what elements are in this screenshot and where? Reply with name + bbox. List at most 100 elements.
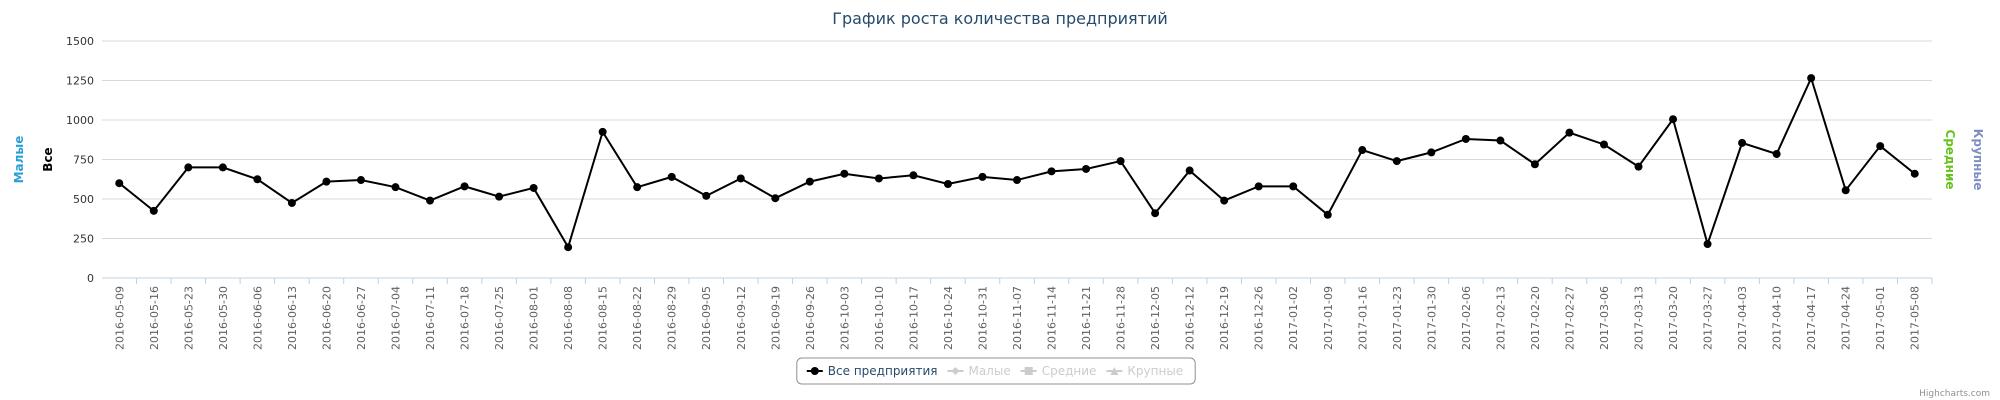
axis-title: Средние [1943, 129, 1957, 189]
x-tick-label: 2016-12-12 [1184, 286, 1197, 350]
point [426, 196, 435, 205]
x-tick-label: 2016-09-05 [700, 286, 713, 350]
series-line [118, 75, 1916, 250]
x-tick-label: 2017-03-06 [1598, 286, 1611, 350]
y-tick-label: 250 [73, 233, 94, 246]
x-tick-label: 2017-05-01 [1874, 286, 1887, 350]
axis-title: Все [41, 147, 55, 171]
point [1772, 149, 1781, 158]
x-tick-label: 2016-10-24 [942, 286, 955, 350]
point [633, 183, 642, 192]
x-tick-label: 2016-05-09 [113, 286, 126, 350]
point [978, 172, 987, 181]
credits[interactable]: Highcharts.com [1919, 389, 1990, 399]
x-tick-label: 2016-09-19 [769, 286, 782, 350]
point [1841, 186, 1850, 195]
x-tick-label: 2016-09-26 [804, 286, 817, 350]
legend-label: Крупные [1127, 364, 1183, 378]
point [149, 206, 158, 215]
x-tick-label: 2016-11-14 [1046, 286, 1059, 350]
legend-item[interactable]: Средние [1020, 364, 1097, 378]
point [115, 179, 124, 188]
x-tick-label: 2017-05-08 [1909, 286, 1922, 350]
point [771, 194, 780, 203]
point [1599, 140, 1608, 149]
point [1358, 146, 1367, 155]
point [1634, 162, 1643, 171]
x-tick-label: 2017-01-23 [1391, 286, 1404, 350]
x-tick-label: 2017-04-17 [1805, 286, 1818, 350]
point [1254, 182, 1263, 191]
point [874, 174, 883, 183]
legend-marker [1110, 367, 1119, 375]
x-tick-label: 2016-10-10 [873, 286, 886, 350]
x-tick-label: 2017-03-13 [1633, 286, 1646, 350]
point [805, 177, 814, 186]
x-tick-label: 2016-08-15 [597, 286, 610, 350]
point [218, 163, 227, 172]
x-tick-label: 2017-02-06 [1460, 286, 1473, 350]
x-tick-label: 2016-11-07 [1011, 286, 1024, 350]
x-tick-label: 2016-12-26 [1253, 286, 1266, 350]
x-tick-label: 2016-08-22 [631, 286, 644, 350]
x-tick-label: 2016-11-21 [1080, 286, 1093, 350]
x-tick-label: 2016-06-06 [251, 286, 264, 350]
point [909, 171, 918, 180]
x-tick-label: 2016-10-17 [907, 286, 920, 350]
point [1530, 160, 1539, 169]
point [1185, 166, 1194, 175]
legend-label: Средние [1042, 364, 1097, 378]
y-tick-label: 0 [87, 272, 94, 285]
point [1703, 240, 1712, 249]
point [598, 127, 607, 136]
y-tick-label: 1500 [66, 35, 94, 48]
x-tick-label: 2017-04-03 [1736, 286, 1749, 350]
x-tick-label: 2017-02-13 [1494, 286, 1507, 350]
chart-title: График роста количества предприятий [832, 9, 1168, 28]
point [1565, 128, 1574, 137]
point [1151, 209, 1160, 218]
x-tick-label: 2016-07-18 [459, 286, 472, 350]
point [1116, 157, 1125, 166]
point [1807, 74, 1816, 83]
legend-label: Малые [968, 364, 1010, 378]
y-tick-label: 500 [73, 193, 94, 206]
point [702, 191, 711, 200]
point [253, 175, 262, 184]
point [1220, 196, 1229, 205]
x-tick-label: 2017-03-20 [1667, 286, 1680, 350]
point [1013, 176, 1021, 185]
x-tick-label: 2016-08-08 [562, 286, 575, 350]
point [356, 176, 365, 185]
legend-item[interactable]: Крупные [1106, 364, 1183, 378]
point [1738, 138, 1747, 147]
axis-title: Крупные [1971, 129, 1985, 191]
legend-box [796, 357, 1196, 385]
y-tick-label: 1250 [66, 75, 94, 88]
point [840, 169, 849, 178]
legend-item[interactable]: Все предприятия [806, 364, 938, 378]
point [287, 198, 296, 207]
point [1427, 148, 1436, 157]
point [322, 177, 331, 186]
point [529, 183, 538, 192]
x-tick-label: 2016-11-28 [1115, 286, 1128, 350]
point [1910, 169, 1919, 178]
y-tick-label: 750 [73, 154, 94, 167]
x-tick-label: 2016-09-12 [735, 286, 748, 350]
legend-item[interactable]: Малые [947, 364, 1011, 378]
point [391, 183, 400, 192]
point [667, 172, 676, 181]
x-tick-label: 2016-12-19 [1218, 286, 1231, 350]
point [1669, 115, 1678, 124]
x-tick-label: 2016-07-04 [389, 286, 402, 350]
x-tick-label: 2017-02-27 [1563, 286, 1576, 350]
point [736, 174, 745, 183]
point [495, 192, 504, 201]
legend-marker [1024, 367, 1033, 375]
point [943, 179, 952, 188]
x-tick-label: 2016-05-23 [182, 286, 195, 350]
x-tick-label: 2016-08-01 [528, 286, 541, 350]
x-tick-label: 2017-01-09 [1322, 286, 1335, 350]
